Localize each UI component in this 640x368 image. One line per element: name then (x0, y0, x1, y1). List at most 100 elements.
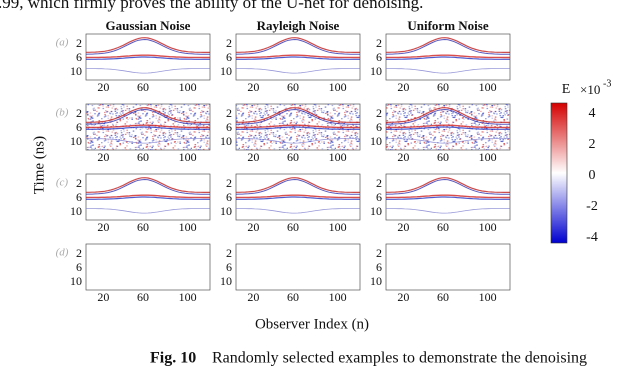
y-tick-label: 2 (226, 36, 232, 50)
y-tick-label: 10 (370, 64, 382, 78)
y-tick-label: 2 (376, 176, 382, 190)
x-tick-label: 20 (247, 150, 259, 164)
x-tick-label: 20 (397, 220, 409, 234)
reflection (385, 38, 510, 55)
reflection (386, 177, 510, 193)
x-tick-label: 20 (247, 220, 259, 234)
x-axis-label: Observer Index (n) (255, 316, 369, 332)
colorbar-tick: 2 (589, 137, 596, 152)
y-tick-label: 6 (226, 260, 232, 274)
y-tick-label: 10 (220, 134, 232, 148)
x-tick-label: 60 (437, 150, 449, 164)
reflection (86, 208, 210, 214)
reflection (236, 177, 360, 193)
reflection (85, 108, 210, 125)
row-label: (d) (56, 247, 69, 259)
x-tick-label: 60 (287, 150, 299, 164)
y-tick-label: 10 (220, 204, 232, 218)
reflection (385, 54, 510, 59)
reflection (385, 124, 510, 129)
column-title: Gaussian Noise (106, 18, 191, 33)
y-tick-label: 10 (70, 274, 82, 288)
y-tick-label: 10 (70, 204, 82, 218)
reflection (235, 108, 360, 125)
reflection (236, 56, 360, 60)
y-tick-label: 2 (76, 176, 82, 190)
x-tick-label: 100 (179, 150, 197, 164)
y-tick-label: 6 (376, 190, 382, 204)
y-tick-label: 2 (226, 176, 232, 190)
reflection (235, 54, 360, 59)
x-tick-label: 100 (479, 80, 497, 94)
x-tick-label: 100 (329, 80, 347, 94)
y-axis-label: Time (ns) (31, 136, 47, 194)
y-tick-label: 2 (226, 246, 232, 260)
colorbar-exponent: -3 (603, 78, 611, 89)
reflection (236, 107, 360, 123)
colorbar (550, 102, 568, 244)
x-tick-label: 20 (247, 290, 259, 304)
y-tick-label: 2 (376, 36, 382, 50)
colorbar-scale: ×10 (580, 82, 600, 97)
reflection (385, 194, 510, 199)
x-tick-label: 60 (137, 220, 149, 234)
y-tick-label: 10 (220, 274, 232, 288)
reflection (236, 126, 360, 130)
reflection (86, 107, 210, 123)
x-tick-label: 60 (437, 290, 449, 304)
y-tick-label: 6 (376, 120, 382, 134)
reflection (386, 208, 510, 214)
y-tick-label: 6 (76, 50, 82, 64)
x-tick-label: 100 (179, 220, 197, 234)
colorbar-tick: -4 (586, 230, 598, 245)
x-tick-label: 60 (437, 220, 449, 234)
reflection (385, 108, 510, 125)
column-title: Rayleigh Noise (257, 18, 340, 33)
y-tick-label: 10 (370, 204, 382, 218)
reflection (86, 126, 210, 130)
x-tick-label: 60 (287, 290, 299, 304)
reflection (235, 178, 360, 195)
row-label: (b) (56, 107, 69, 119)
reflection (235, 38, 360, 55)
y-tick-label: 10 (220, 64, 232, 78)
colorbar-label: E (562, 82, 571, 97)
reflection (385, 178, 510, 195)
reflection (386, 68, 510, 74)
y-tick-label: 2 (76, 36, 82, 50)
x-tick-label: 100 (479, 290, 497, 304)
reflection (386, 107, 510, 123)
y-tick-label: 10 (370, 134, 382, 148)
y-tick-label: 6 (76, 120, 82, 134)
y-tick-label: 2 (376, 106, 382, 120)
x-tick-label: 60 (137, 290, 149, 304)
x-tick-label: 20 (397, 150, 409, 164)
x-tick-label: 20 (397, 80, 409, 94)
reflection (85, 194, 210, 199)
reflection (235, 124, 360, 129)
caption-text: Randomly selected examples to demonstrat… (212, 350, 587, 367)
x-tick-label: 100 (479, 220, 497, 234)
y-tick-label: 2 (226, 106, 232, 120)
reflection (386, 126, 510, 130)
reflection (386, 138, 510, 144)
x-tick-label: 20 (247, 80, 259, 94)
reflection (236, 138, 360, 144)
x-tick-label: 20 (97, 80, 109, 94)
row-label: (a) (56, 37, 69, 49)
colorbar-tick: -2 (586, 199, 598, 214)
x-tick-label: 60 (137, 150, 149, 164)
x-tick-label: 100 (179, 290, 197, 304)
reflection (386, 196, 510, 200)
reflection (236, 68, 360, 74)
panel (85, 243, 211, 291)
colorbar-tick: 0 (589, 168, 596, 183)
reflection (86, 56, 210, 60)
reflection (86, 177, 210, 193)
y-tick-label: 10 (70, 134, 82, 148)
y-tick-label: 2 (76, 246, 82, 260)
y-tick-label: 6 (76, 260, 82, 274)
caption-number: Fig. 10 (150, 350, 196, 367)
x-tick-label: 20 (97, 290, 109, 304)
